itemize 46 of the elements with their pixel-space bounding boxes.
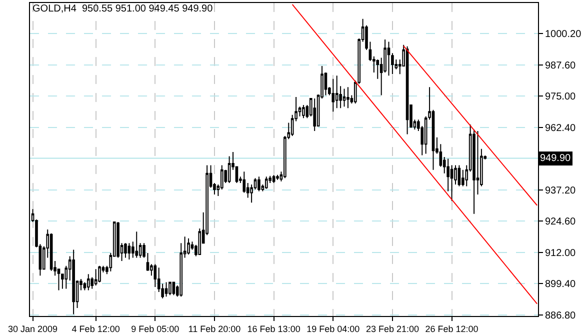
candlestick bbox=[342, 88, 346, 108]
x-tick-label: 16 Feb 13:00 bbox=[247, 324, 300, 334]
x-tick-label: 4 Feb 12:00 bbox=[72, 324, 120, 334]
candlestick bbox=[168, 282, 172, 296]
y-tick-label: 975.00 bbox=[545, 92, 576, 103]
candlestick bbox=[313, 98, 316, 132]
y-tick-label: 987.60 bbox=[545, 60, 576, 72]
candlestick bbox=[164, 282, 168, 298]
chart-title: GOLD,H4 950.55 951.00 949.45 949.90 bbox=[32, 4, 214, 15]
x-tick-label: 19 Feb 04:00 bbox=[306, 324, 360, 334]
y-tick-label: 1000.20 bbox=[545, 29, 582, 40]
candlestick bbox=[335, 75, 338, 109]
candlestick bbox=[228, 156, 231, 184]
candlestick bbox=[98, 265, 101, 283]
ref-line-label: 949.90 bbox=[540, 153, 572, 164]
candlestick bbox=[272, 174, 276, 184]
x-tick-label: 9 Feb 05:00 bbox=[131, 324, 180, 334]
y-tick-label: 937.20 bbox=[545, 185, 576, 196]
candlestick bbox=[406, 46, 409, 135]
candlestick bbox=[258, 176, 260, 192]
y-tick-label: 899.40 bbox=[545, 279, 576, 290]
candlestick bbox=[332, 78, 335, 112]
y-tick-label: 912.00 bbox=[545, 248, 576, 259]
candlestick bbox=[387, 41, 390, 76]
y-tick-label: 962.40 bbox=[545, 122, 576, 134]
candlestick bbox=[128, 242, 131, 260]
candlestick bbox=[472, 128, 476, 214]
candlestick bbox=[86, 274, 90, 291]
candlestick bbox=[116, 222, 120, 258]
candlestick bbox=[242, 171, 246, 194]
candlestick bbox=[94, 268, 98, 286]
x-tick-label: 30 Jan 2009 bbox=[8, 324, 58, 334]
x-tick-label: 26 Feb 12:00 bbox=[425, 324, 478, 334]
x-tick-label: 23 Feb 21:00 bbox=[366, 324, 419, 334]
candlestick bbox=[462, 169, 464, 187]
candlestick bbox=[135, 231, 138, 258]
x-tick-label: 11 Feb 20:00 bbox=[188, 324, 241, 334]
candlestick bbox=[276, 174, 279, 180]
candlestick bbox=[264, 176, 268, 190]
candlestick bbox=[346, 86, 350, 109]
y-tick-label: 924.60 bbox=[545, 216, 576, 228]
y-tick-label: 886.80 bbox=[545, 310, 576, 322]
candlestick bbox=[187, 238, 190, 255]
candlestick bbox=[458, 164, 461, 187]
candlestick bbox=[124, 242, 127, 258]
candlestick bbox=[302, 104, 305, 119]
